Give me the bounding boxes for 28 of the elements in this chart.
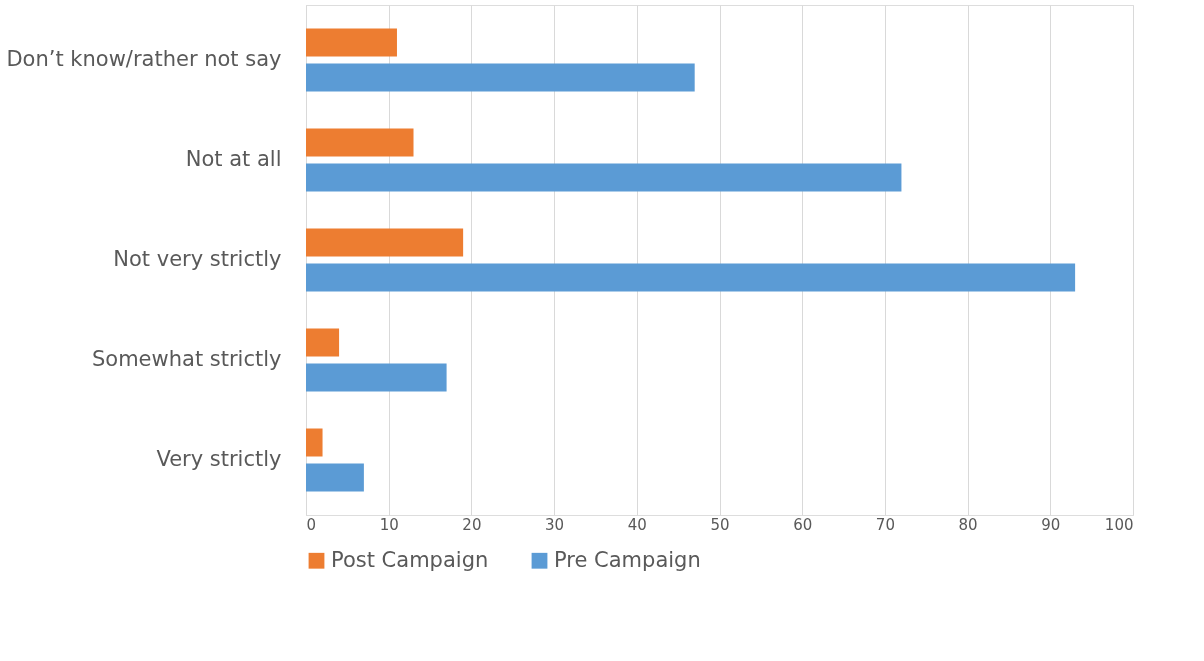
x-tick-label: 40	[627, 515, 647, 534]
bar	[306, 428, 323, 457]
x-tick-label: 30	[545, 515, 565, 534]
bar	[306, 263, 1076, 292]
bar	[306, 228, 464, 257]
x-tick-label: 0	[306, 515, 317, 534]
y-tick-label: Not at all	[185, 147, 282, 171]
bar	[306, 463, 364, 492]
x-tick-label: 90	[1041, 515, 1061, 534]
y-tick-label: Very strictly	[156, 447, 282, 471]
y-tick-label: Not very strictly	[113, 247, 282, 271]
x-tick-label: 50	[710, 515, 730, 534]
bar	[306, 363, 447, 392]
x-tick-label: 20	[462, 515, 482, 534]
bar	[306, 163, 902, 192]
legend-label: Post Campaign	[331, 547, 489, 572]
x-tick-label: 10	[379, 515, 399, 534]
x-tick-label: 70	[875, 515, 895, 534]
bar	[306, 63, 695, 92]
bar	[306, 28, 397, 57]
bar	[306, 328, 340, 357]
x-tick-label: 60	[793, 515, 813, 534]
bar	[306, 128, 414, 157]
y-tick-label: Somewhat strictly	[91, 347, 282, 371]
legend-label: Pre Campaign	[554, 547, 701, 572]
x-tick-label: 80	[958, 515, 978, 534]
x-tick-label: 100	[1104, 515, 1134, 534]
y-tick-label: Don’t know/rather not say	[6, 47, 282, 71]
